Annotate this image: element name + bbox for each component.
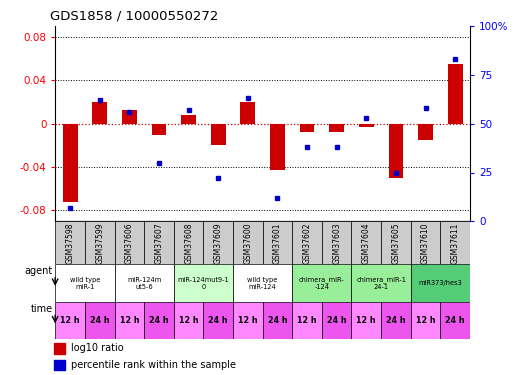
Text: wild type
miR-124: wild type miR-124 [248,277,278,290]
Bar [411,221,440,264]
Text: 24 h: 24 h [386,316,406,325]
Bar [122,110,137,124]
Text: 12 h: 12 h [297,316,317,325]
Bar [389,124,403,178]
Text: 24 h: 24 h [445,316,465,325]
Bar [352,221,381,264]
Bar [85,302,115,339]
Bar [381,221,411,264]
Bar [92,102,107,124]
Text: GSM37601: GSM37601 [273,222,282,264]
Bar [322,221,352,264]
Text: miR-124m
ut5-6: miR-124m ut5-6 [127,277,162,290]
Text: 24 h: 24 h [90,316,110,325]
Bar [174,221,203,264]
Bar [85,221,115,264]
Bar [233,302,263,339]
Bar [293,302,322,339]
Bar [411,264,470,302]
Bar [211,124,225,146]
Bar [322,302,352,339]
Text: GSM37599: GSM37599 [96,222,105,264]
Bar [352,302,381,339]
Bar [440,221,470,264]
Bar [440,302,470,339]
Text: 12 h: 12 h [60,316,80,325]
Bar [115,221,144,264]
Bar [270,124,285,170]
Text: GSM37598: GSM37598 [66,222,75,264]
Text: 12 h: 12 h [179,316,199,325]
Text: GSM37600: GSM37600 [243,222,252,264]
Text: miR-124mut9-1
0: miR-124mut9-1 0 [177,277,229,290]
Bar [203,302,233,339]
Bar [174,302,203,339]
Text: GSM37610: GSM37610 [421,222,430,264]
Bar [240,102,255,124]
Bar [54,360,65,370]
Bar [381,302,411,339]
Bar [55,302,85,339]
Text: 12 h: 12 h [238,316,258,325]
Bar [63,124,78,202]
Bar [359,124,374,127]
Bar [233,264,293,302]
Text: miR373/hes3: miR373/hes3 [418,280,462,286]
Bar [144,221,174,264]
Text: GSM37606: GSM37606 [125,222,134,264]
Text: GSM37607: GSM37607 [155,222,164,264]
Text: wild type
miR-1: wild type miR-1 [70,277,100,290]
Text: 24 h: 24 h [327,316,346,325]
Text: time: time [31,304,53,313]
Text: GSM37603: GSM37603 [332,222,341,264]
Bar [262,221,293,264]
Bar [293,221,322,264]
Text: 24 h: 24 h [149,316,169,325]
Text: agent: agent [24,266,53,276]
Text: chimera_miR-1
24-1: chimera_miR-1 24-1 [356,276,406,290]
Bar [262,302,293,339]
Text: 12 h: 12 h [416,316,435,325]
Text: GSM37609: GSM37609 [214,222,223,264]
Bar [203,221,233,264]
Text: 24 h: 24 h [209,316,228,325]
Text: percentile rank within the sample: percentile rank within the sample [71,360,237,370]
Bar [329,124,344,132]
Text: GSM37605: GSM37605 [391,222,400,264]
Bar [411,302,440,339]
Text: GSM37611: GSM37611 [450,222,459,264]
Text: GDS1858 / 10000550272: GDS1858 / 10000550272 [50,9,219,22]
Bar [300,124,315,132]
Text: 24 h: 24 h [268,316,287,325]
Bar [233,221,263,264]
Text: 12 h: 12 h [356,316,376,325]
Bar [152,124,166,135]
Bar [448,64,463,124]
Text: GSM37604: GSM37604 [362,222,371,264]
Bar [352,264,411,302]
Text: GSM37608: GSM37608 [184,222,193,264]
Bar [55,221,85,264]
Bar [418,124,433,140]
Bar [55,264,115,302]
Text: log10 ratio: log10 ratio [71,344,124,354]
Bar [115,302,144,339]
Bar [54,344,65,354]
Text: chimera_miR-
-124: chimera_miR- -124 [299,276,345,290]
Text: 12 h: 12 h [120,316,139,325]
Bar [115,264,174,302]
Bar [174,264,233,302]
Text: GSM37602: GSM37602 [303,222,312,264]
Bar [144,302,174,339]
Bar [181,115,196,124]
Bar [293,264,352,302]
